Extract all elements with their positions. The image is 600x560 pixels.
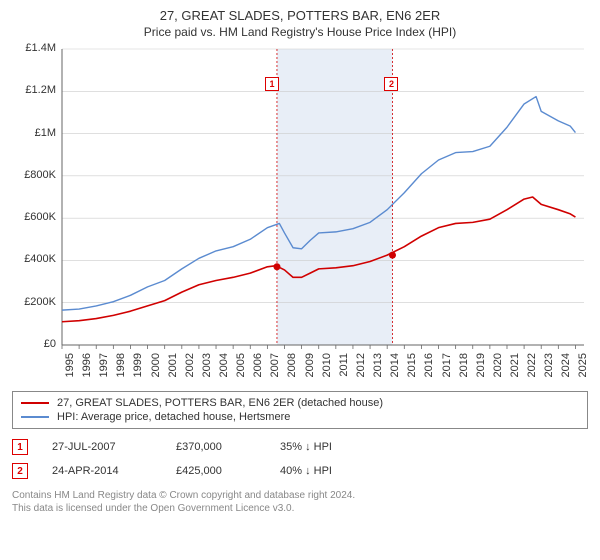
x-tick-label: 2008	[286, 353, 298, 383]
x-tick-label: 2000	[150, 353, 162, 383]
sale-row: 2 24-APR-2014 £425,000 40% ↓ HPI	[12, 459, 588, 483]
legend-swatch	[21, 402, 49, 404]
x-tick-label: 2011	[338, 353, 350, 383]
sales-table: 1 27-JUL-2007 £370,000 35% ↓ HPI 2 24-APR-201…	[12, 435, 588, 483]
chart-title: 27, GREAT SLADES, POTTERS BAR, EN6 2ER	[12, 8, 588, 23]
y-tick-label: £600K	[12, 211, 56, 223]
footer-attribution: Contains HM Land Registry data © Crown c…	[12, 489, 588, 515]
sale-row: 1 27-JUL-2007 £370,000 35% ↓ HPI	[12, 435, 588, 459]
sale-marker-label: 1	[265, 77, 279, 91]
footer-line-1: Contains HM Land Registry data © Crown c…	[12, 489, 588, 502]
sale-date: 24-APR-2014	[52, 465, 152, 477]
y-tick-label: £0	[12, 338, 56, 350]
x-tick-label: 1996	[81, 353, 93, 383]
legend-swatch	[21, 416, 49, 418]
sale-row-marker: 2	[12, 463, 28, 479]
legend-item: HPI: Average price, detached house, Hert…	[21, 410, 579, 424]
x-tick-label: 2010	[321, 353, 333, 383]
y-tick-label: £200K	[12, 296, 56, 308]
sale-date: 27-JUL-2007	[52, 441, 152, 453]
chart-svg	[12, 45, 588, 385]
x-tick-label: 2012	[355, 353, 367, 383]
y-tick-label: £1M	[12, 127, 56, 139]
x-tick-label: 2005	[235, 353, 247, 383]
x-tick-label: 2016	[423, 353, 435, 383]
x-tick-label: 2021	[509, 353, 521, 383]
x-tick-label: 2006	[252, 353, 264, 383]
x-tick-label: 2023	[543, 353, 555, 383]
x-tick-label: 2007	[269, 353, 281, 383]
x-tick-label: 1998	[115, 353, 127, 383]
x-tick-label: 2017	[441, 353, 453, 383]
x-tick-label: 1997	[98, 353, 110, 383]
sale-row-marker: 1	[12, 439, 28, 455]
x-tick-label: 2025	[577, 353, 589, 383]
x-tick-label: 2014	[389, 353, 401, 383]
sale-marker-dot	[389, 252, 396, 259]
x-tick-label: 2001	[167, 353, 179, 383]
x-tick-label: 2003	[201, 353, 213, 383]
legend-item: 27, GREAT SLADES, POTTERS BAR, EN6 2ER (…	[21, 396, 579, 410]
x-tick-label: 1999	[132, 353, 144, 383]
chart-area: £0 £200K £400K £600K £800K £1M £1.2M £1.4M 1995 1…	[12, 45, 588, 385]
x-tick-label: 1995	[64, 353, 76, 383]
sale-hpi-delta: 40% ↓ HPI	[280, 465, 360, 477]
sale-price: £370,000	[176, 441, 256, 453]
chart-subtitle: Price paid vs. HM Land Registry's House …	[12, 25, 588, 39]
sale-price: £425,000	[176, 465, 256, 477]
footer-line-2: This data is licensed under the Open Gov…	[12, 502, 588, 515]
x-tick-label: 2009	[304, 353, 316, 383]
sale-marker-label: 2	[384, 77, 398, 91]
x-tick-label: 2024	[560, 353, 572, 383]
sale-hpi-delta: 35% ↓ HPI	[280, 441, 360, 453]
y-tick-label: £1.2M	[12, 84, 56, 96]
highlight-band	[277, 49, 393, 345]
x-tick-label: 2018	[458, 353, 470, 383]
sale-marker-dot	[273, 263, 280, 270]
x-tick-label: 2002	[184, 353, 196, 383]
chart-container: 27, GREAT SLADES, POTTERS BAR, EN6 2ER P…	[0, 0, 600, 560]
y-tick-label: £800K	[12, 169, 56, 181]
legend: 27, GREAT SLADES, POTTERS BAR, EN6 2ER (…	[12, 391, 588, 429]
y-tick-label: £1.4M	[12, 42, 56, 54]
x-tick-label: 2004	[218, 353, 230, 383]
x-tick-label: 2022	[526, 353, 538, 383]
x-tick-label: 2020	[492, 353, 504, 383]
legend-label: 27, GREAT SLADES, POTTERS BAR, EN6 2ER (…	[57, 397, 383, 409]
x-tick-label: 2015	[406, 353, 418, 383]
x-tick-label: 2019	[475, 353, 487, 383]
legend-label: HPI: Average price, detached house, Hert…	[57, 411, 290, 423]
x-tick-label: 2013	[372, 353, 384, 383]
y-tick-label: £400K	[12, 253, 56, 265]
